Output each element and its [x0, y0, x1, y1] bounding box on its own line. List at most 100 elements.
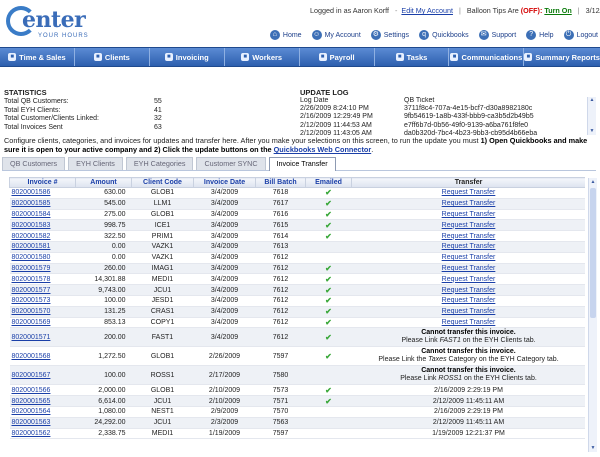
bill-batch-cell: 7612 [255, 284, 306, 296]
grid-scrollbar[interactable]: ▲ ▼ [588, 178, 597, 452]
invoice-number-link[interactable]: 8020001583 [9, 219, 76, 232]
client-code-cell: CRAS1 [131, 306, 194, 318]
emailed-cell [305, 406, 352, 418]
iconbar-quickbooks-button[interactable]: q Quickbooks [419, 28, 469, 42]
log-date: 2/16/2009 12:29:49 PM [300, 113, 373, 121]
iconbar-support-button[interactable]: ✉ Support [478, 28, 516, 42]
invoice-number-link[interactable]: 8020001584 [9, 209, 76, 221]
invoice-number-link[interactable]: 8020001566 [9, 384, 76, 397]
bill-batch-cell: 7612 [255, 263, 306, 275]
request-transfer-link[interactable]: Request Transfer [351, 273, 585, 286]
request-transfer-link[interactable]: Request Transfer [351, 317, 585, 329]
table-row: 8020001568 1,272.50 GLOB1 2/26/2009 7597 ✔ Can… [9, 346, 585, 367]
invoice-number-link[interactable]: 8020001564 [9, 406, 76, 418]
enter-your-hours-logo[interactable]: enter YOUR HOURS [6, 3, 94, 43]
nav-tab-payroll[interactable]: ■ Payroll [300, 48, 375, 66]
stat-row: Total QB Customers: 55 [4, 98, 184, 107]
nav-tab-communications[interactable]: ■ Communications [449, 48, 525, 66]
iconbar-home-button[interactable]: ⌂ Home [269, 28, 302, 42]
update-log-scrollbar[interactable]: ▲ ▼ [587, 97, 596, 135]
nav-tab-time-sales[interactable]: ■ Time & Sales [0, 48, 75, 66]
log-date: 2/26/2009 8:24:10 PM [300, 105, 369, 113]
column-header-transfer: Transfer [351, 177, 585, 188]
subtab-customer-sync[interactable]: Customer SYNC [196, 157, 266, 170]
edit-account-link[interactable]: Edit My Account [401, 6, 453, 15]
nav-tab-tasks[interactable]: ■ Tasks [375, 48, 450, 66]
request-transfer-link[interactable]: Request Transfer [351, 284, 585, 296]
invoice-number-link[interactable]: 8020001565 [9, 395, 76, 407]
table-row: 8020001563 24,292.00 JCU1 2/3/2009 7563 2/12/… [9, 417, 585, 429]
log-row: 2/12/2009 11:43:05 AM da0b320d-7bc4-4b23-… [300, 130, 588, 135]
column-header-amount[interactable]: Amount [75, 177, 132, 188]
iconbar-logout-button[interactable]: ⏻ Logout [563, 28, 598, 42]
request-transfer-link[interactable]: Request Transfer [351, 219, 585, 232]
emailed-cell: ✔ [305, 230, 352, 242]
instructions-line: Configure clients, categories, and invoi… [4, 136, 479, 145]
client-code-cell: JCU1 [131, 395, 194, 407]
invoice-number-link[interactable]: 8020001578 [9, 273, 76, 286]
invoice-number-link[interactable]: 8020001563 [9, 417, 76, 429]
update-log-title: UPDATE LOG [300, 88, 349, 97]
turn-on-link[interactable]: Turn On [544, 6, 572, 15]
nav-tab-clients[interactable]: ■ Clients [75, 48, 150, 66]
main-nav: ■ Time & Sales ■ Clients ■ Invoicing ■ Workers ■… [0, 47, 600, 67]
iconbar-my-account-button[interactable]: ☺ My Account [311, 28, 361, 42]
request-transfer-link[interactable]: Request Transfer [351, 295, 585, 307]
invoice-number-link[interactable]: 8020001562 [9, 428, 76, 440]
subtab-qb-customers[interactable]: QB Customers [2, 157, 66, 170]
invoice-number-link[interactable]: 8020001581 [9, 241, 76, 253]
error-heading: Cannot transfer this invoice. [421, 348, 516, 356]
subtab-invoice-transfer[interactable]: Invoice Transfer [268, 157, 336, 171]
column-header-invoice-date[interactable]: Invoice Date [193, 177, 256, 188]
invoice-number-link[interactable]: 8020001580 [9, 252, 76, 264]
nav-tab-invoicing[interactable]: ■ Invoicing [150, 48, 225, 66]
request-transfer-link[interactable]: Request Transfer [351, 198, 585, 210]
invoice-number-link[interactable]: 8020001577 [9, 284, 76, 296]
request-transfer-link[interactable]: Request Transfer [351, 230, 585, 242]
invoice-number-link[interactable]: 8020001582 [9, 230, 76, 242]
invoice-number-link[interactable]: 8020001569 [9, 317, 76, 329]
nav-tab-workers[interactable]: ■ Workers [225, 48, 300, 66]
invoice-number-link[interactable]: 8020001568 [9, 346, 76, 367]
client-code-cell: GLOB1 [131, 384, 194, 397]
client-code-cell: VAZK1 [131, 241, 194, 253]
column-header-emailed[interactable]: Emailed [305, 177, 352, 188]
request-transfer-link[interactable]: Request Transfer [351, 306, 585, 318]
scroll-thumb[interactable] [590, 188, 596, 318]
invoice-number-link[interactable]: 8020001567 [9, 365, 76, 386]
request-transfer-link[interactable]: Request Transfer [351, 252, 585, 264]
error-detail: Please Link FAST1 on the EYH Clients tab… [354, 337, 584, 345]
iconbar-help-button[interactable]: ? Help [526, 28, 554, 42]
invoice-number-link[interactable]: 8020001571 [9, 327, 76, 348]
scroll-up-icon[interactable]: ▲ [590, 179, 596, 185]
request-transfer-link[interactable]: Request Transfer [351, 187, 585, 199]
scroll-up-icon[interactable]: ▲ [589, 97, 595, 103]
emailed-check-icon: ✔ [325, 285, 332, 295]
iconbar-settings-button[interactable]: ⚙ Settings [370, 28, 409, 42]
scroll-down-icon[interactable]: ▼ [590, 445, 596, 451]
invoice-number-link[interactable]: 8020001586 [9, 187, 76, 199]
invoice-number-link[interactable]: 8020001585 [9, 198, 76, 210]
scroll-down-icon[interactable]: ▼ [589, 128, 595, 134]
request-transfer-link[interactable]: Request Transfer [351, 263, 585, 275]
bill-batch-cell: 7613 [255, 241, 306, 253]
account-icon: ☺ [311, 30, 322, 40]
request-transfer-link[interactable]: Request Transfer [351, 241, 585, 253]
request-transfer-link[interactable]: Request Transfer [351, 209, 585, 221]
column-header-client-code[interactable]: Client Code [131, 177, 194, 188]
invoice-number-link[interactable]: 8020001570 [9, 306, 76, 318]
column-header-bill-batch[interactable]: Bill Batch [255, 177, 306, 188]
column-header-invoice-[interactable]: Invoice # [9, 177, 76, 188]
invoice-number-link[interactable]: 8020001573 [9, 295, 76, 307]
table-row: 8020001586 630.00 GLOB1 3/4/2009 7618 ✔ Reques… [9, 187, 585, 199]
invoice-date-cell: 3/4/2009 [193, 284, 256, 296]
subtab-eyh-clients[interactable]: EYH Clients [68, 157, 123, 170]
client-code-cell: MEDI1 [131, 428, 194, 440]
client-code-cell: FAST1 [131, 327, 194, 348]
web-connector-link[interactable]: Quickbooks Web Connector [273, 145, 372, 154]
subtab-eyh-categories[interactable]: EYH Categories [125, 157, 194, 170]
emailed-cell: ✔ [305, 327, 352, 348]
nav-tab-summary-reports[interactable]: ■ Summary Reports [524, 48, 600, 66]
table-row: 8020001564 1,080.00 NEST1 2/9/2009 7570 2/16/… [9, 406, 585, 418]
invoice-number-link[interactable]: 8020001579 [9, 263, 76, 275]
